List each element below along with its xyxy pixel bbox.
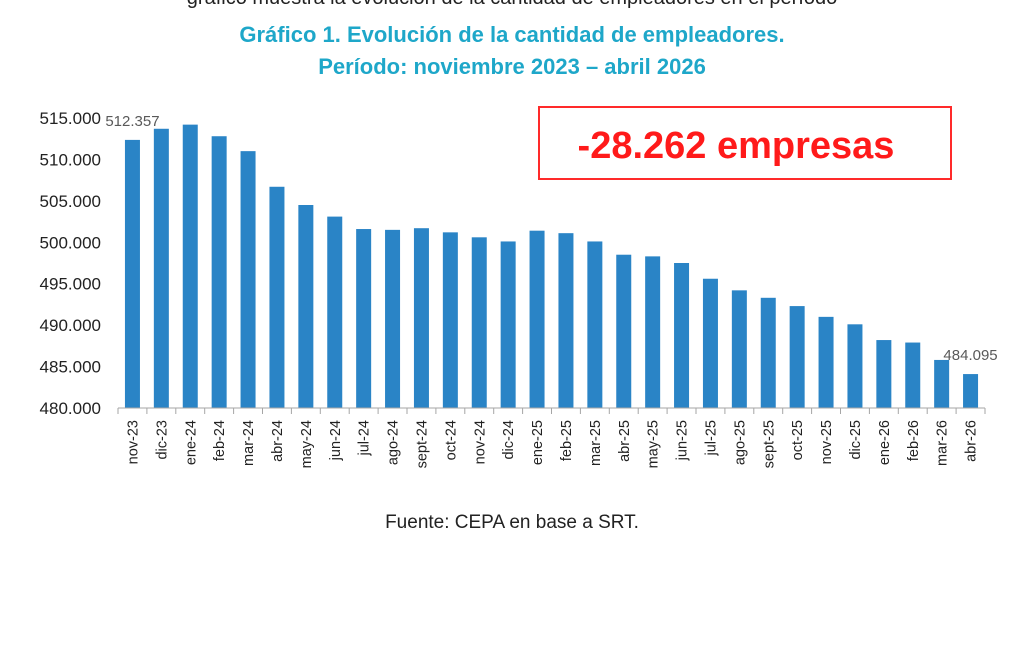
bar bbox=[500, 241, 516, 408]
x-tick-label: dic-23 bbox=[154, 420, 170, 460]
bar bbox=[558, 233, 574, 408]
y-tick-label: 515.000 bbox=[40, 109, 101, 128]
x-axis: nov-23 dic-23 ene-24 feb-24 mar-24 abr-24 may-… bbox=[117, 407, 986, 468]
y-tick-label: 505.000 bbox=[40, 192, 101, 211]
x-tick-label: ago-24 bbox=[386, 420, 402, 465]
x-tick-label: dic-25 bbox=[848, 420, 864, 460]
x-tick-label: sept-25 bbox=[761, 420, 777, 468]
y-tick-label: 480.000 bbox=[40, 399, 101, 418]
bar bbox=[760, 297, 776, 408]
bar bbox=[847, 324, 863, 408]
bars bbox=[124, 124, 979, 408]
chart-title: Gráfico 1. Evolución de la cantidad de e… bbox=[239, 22, 785, 47]
bar bbox=[442, 232, 458, 408]
bar bbox=[645, 256, 661, 408]
x-tick-label: jun-24 bbox=[328, 420, 344, 461]
x-tick-label: mar-24 bbox=[241, 420, 257, 466]
y-tick-label: 490.000 bbox=[40, 316, 101, 335]
bar bbox=[934, 359, 950, 408]
x-tick-label: dic-24 bbox=[501, 420, 517, 460]
bar bbox=[240, 151, 256, 408]
data-label: 512.357 bbox=[105, 113, 159, 130]
x-tick-label: oct-25 bbox=[790, 420, 806, 460]
x-tick-label: ene-26 bbox=[877, 420, 893, 465]
x-tick-label: ene-24 bbox=[183, 420, 199, 465]
x-tick-label: ago-25 bbox=[732, 420, 748, 465]
x-tick-label: nov-25 bbox=[819, 420, 835, 464]
source-note: Fuente: CEPA en base a SRT. bbox=[385, 512, 639, 533]
x-tick-label: nov-24 bbox=[472, 420, 488, 464]
x-tick-label: feb-25 bbox=[559, 420, 575, 461]
bar bbox=[905, 342, 921, 408]
bar bbox=[298, 205, 314, 408]
bar bbox=[731, 290, 747, 408]
x-tick-label: abr-26 bbox=[964, 420, 980, 462]
y-axis: 480.000 485.000 490.000 495.000 500.000 505.0… bbox=[40, 109, 101, 418]
x-tick-label: sept-24 bbox=[414, 420, 430, 468]
chart-subtitle: Período: noviembre 2023 – abril 2026 bbox=[318, 54, 706, 79]
bar bbox=[327, 216, 343, 408]
bar bbox=[789, 306, 805, 408]
x-tick-label: oct-24 bbox=[443, 420, 459, 460]
data-labels: 512.357 484.095 bbox=[105, 113, 997, 364]
x-tick-label: feb-24 bbox=[212, 420, 228, 461]
data-label: 484.095 bbox=[943, 347, 997, 364]
x-tick-label: jul-25 bbox=[703, 420, 719, 456]
bar bbox=[182, 124, 198, 408]
x-tick-label: ene-25 bbox=[530, 420, 546, 465]
x-tick-label: mar-25 bbox=[588, 420, 604, 466]
bar bbox=[616, 254, 632, 408]
annotation-text: -28.262 empresas bbox=[578, 125, 895, 167]
bar bbox=[269, 186, 285, 408]
y-tick-label: 495.000 bbox=[40, 275, 101, 294]
bar bbox=[385, 229, 401, 408]
annotation: -28.262 empresas bbox=[538, 106, 952, 180]
bar bbox=[674, 263, 690, 408]
x-tick-label: may-24 bbox=[299, 420, 315, 468]
bar bbox=[529, 230, 545, 408]
bar bbox=[963, 374, 979, 408]
bar bbox=[356, 229, 372, 408]
bar bbox=[702, 278, 718, 408]
y-tick-label: 500.000 bbox=[40, 233, 101, 252]
x-tick-label: jul-24 bbox=[357, 420, 373, 456]
bar bbox=[153, 128, 169, 408]
bar bbox=[876, 340, 892, 408]
x-tick-label: abr-24 bbox=[270, 420, 286, 462]
bar bbox=[471, 237, 487, 408]
x-tick-label: abr-25 bbox=[617, 420, 633, 462]
x-tick-label: may-25 bbox=[646, 420, 662, 468]
x-tick-label: feb-26 bbox=[906, 420, 922, 461]
bar bbox=[211, 136, 227, 408]
y-tick-label: 485.000 bbox=[40, 358, 101, 377]
bar bbox=[587, 241, 603, 408]
y-tick-label: 510.000 bbox=[40, 150, 101, 169]
x-tick-label: nov-23 bbox=[125, 420, 141, 464]
bar bbox=[124, 139, 140, 408]
bar bbox=[413, 228, 429, 408]
bar-chart: 480.000 485.000 490.000 495.000 500.000 505.0… bbox=[40, 106, 998, 468]
header-text-fragment: gráfico muestra la evolución de la canti… bbox=[0, 0, 1024, 13]
x-tick-label: mar-26 bbox=[935, 420, 951, 466]
annotation-box bbox=[538, 106, 952, 180]
bar bbox=[818, 316, 834, 408]
x-tick-label: jun-25 bbox=[675, 420, 691, 461]
